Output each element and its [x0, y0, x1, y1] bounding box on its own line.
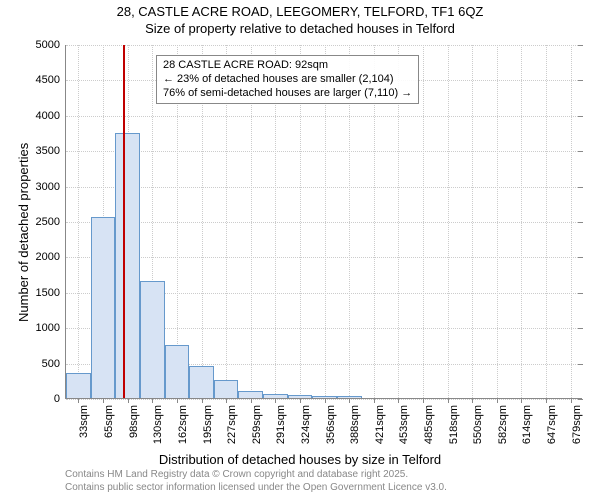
x-tick-label: 550sqm	[472, 405, 484, 444]
plot-area: 0500100015002000250030003500400045005000…	[65, 45, 582, 399]
x-axis-label: Distribution of detached houses by size …	[0, 452, 600, 467]
x-tick-mark	[177, 398, 178, 403]
x-tick-label: 227sqm	[226, 405, 238, 444]
chart-subtitle: Size of property relative to detached ho…	[0, 21, 600, 36]
x-tick-mark	[374, 398, 375, 403]
y-tick-label: 2500	[36, 216, 60, 228]
x-tick-mark	[152, 398, 153, 403]
x-tick-mark	[202, 398, 203, 403]
x-tick-label: 65sqm	[103, 405, 115, 438]
x-tick-label: 485sqm	[423, 405, 435, 444]
info-line-1: 28 CASTLE ACRE ROAD: 92sqm	[163, 59, 412, 73]
histogram-bar	[214, 380, 239, 398]
x-tick-mark	[78, 398, 79, 403]
histogram-bar	[189, 366, 214, 398]
x-tick-label: 259sqm	[251, 405, 263, 444]
y-tick-mark	[578, 399, 583, 400]
x-tick-label: 195sqm	[202, 405, 214, 444]
x-tick-mark	[423, 398, 424, 403]
x-tick-label: 33sqm	[78, 405, 90, 438]
x-tick-mark	[472, 398, 473, 403]
x-tick-mark	[300, 398, 301, 403]
histogram-bar	[66, 373, 91, 398]
histogram-bar	[312, 396, 337, 398]
histogram-bar	[263, 394, 288, 398]
y-tick-label: 0	[54, 393, 60, 405]
x-tick-label: 324sqm	[300, 405, 312, 444]
histogram-bar	[165, 345, 190, 398]
x-tick-mark	[325, 398, 326, 403]
y-tick-label: 4000	[36, 110, 60, 122]
x-tick-label: 453sqm	[398, 405, 410, 444]
x-tick-mark	[349, 398, 350, 403]
histogram-bar	[140, 281, 165, 398]
x-tick-mark	[226, 398, 227, 403]
x-tick-label: 291sqm	[275, 405, 287, 444]
x-tick-label: 162sqm	[177, 405, 189, 444]
info-line-2: ← 23% of detached houses are smaller (2,…	[163, 73, 412, 87]
x-tick-label: 356sqm	[325, 405, 337, 444]
x-tick-label: 647sqm	[546, 405, 558, 444]
y-tick-label: 2000	[36, 251, 60, 263]
subject-marker-line	[123, 45, 125, 398]
x-tick-mark	[521, 398, 522, 403]
y-tick-label: 1500	[36, 287, 60, 299]
y-tick-label: 500	[42, 358, 60, 370]
histogram-bar	[115, 133, 140, 399]
x-tick-label: 582sqm	[497, 405, 509, 444]
x-tick-mark	[103, 398, 104, 403]
histogram-bar	[288, 395, 313, 398]
histogram-bar	[91, 217, 116, 398]
x-tick-mark	[546, 398, 547, 403]
info-line-3: 76% of semi-detached houses are larger (…	[163, 87, 412, 101]
x-tick-mark	[497, 398, 498, 403]
y-tick-label: 5000	[36, 39, 60, 51]
x-tick-mark	[448, 398, 449, 403]
histogram-bar	[337, 396, 362, 398]
x-tick-label: 98sqm	[128, 405, 140, 438]
attribution-line-2: Contains public sector information licen…	[65, 482, 447, 493]
y-tick-label: 3000	[36, 181, 60, 193]
attribution-line-1: Contains HM Land Registry data © Crown c…	[65, 469, 408, 480]
x-tick-label: 130sqm	[152, 405, 164, 444]
x-tick-mark	[571, 398, 572, 403]
info-box: 28 CASTLE ACRE ROAD: 92sqm← 23% of detac…	[156, 55, 419, 104]
chart-title: 28, CASTLE ACRE ROAD, LEEGOMERY, TELFORD…	[0, 4, 600, 19]
x-tick-mark	[251, 398, 252, 403]
y-tick-label: 4500	[36, 74, 60, 86]
x-tick-label: 388sqm	[349, 405, 361, 444]
x-tick-mark	[128, 398, 129, 403]
x-tick-label: 679sqm	[571, 405, 583, 444]
x-tick-mark	[398, 398, 399, 403]
x-tick-label: 614sqm	[521, 405, 533, 444]
histogram-bar	[238, 391, 263, 398]
y-axis-label: Number of detached properties	[16, 143, 31, 322]
x-tick-mark	[275, 398, 276, 403]
y-tick-label: 1000	[36, 322, 60, 334]
x-tick-label: 518sqm	[448, 405, 460, 444]
histogram-chart: 28, CASTLE ACRE ROAD, LEEGOMERY, TELFORD…	[0, 0, 600, 500]
y-tick-label: 3500	[36, 145, 60, 157]
x-tick-label: 421sqm	[374, 405, 386, 444]
